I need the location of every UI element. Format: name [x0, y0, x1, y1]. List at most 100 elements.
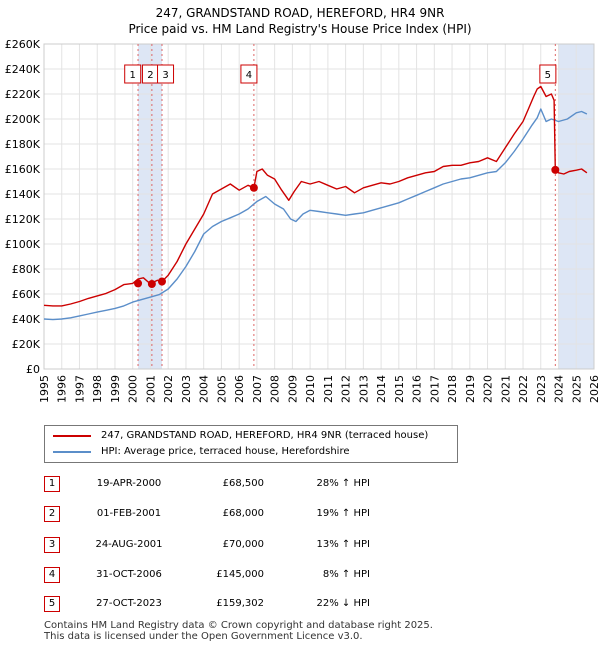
transaction-marker-box [240, 64, 258, 84]
y-tick-label: £80K [12, 263, 41, 276]
transaction-date: 27-OCT-2023 [96, 598, 162, 609]
x-tick-label: 1995 [38, 375, 51, 403]
chart-subtitle: Price paid vs. HM Land Registry's House … [128, 22, 472, 36]
x-tick-label: 2004 [198, 375, 211, 403]
transaction-number: 2 [44, 506, 60, 522]
x-tick-label: 1998 [91, 375, 104, 403]
y-tick-label: £40K [12, 313, 41, 326]
y-tick-label: £200K [5, 113, 41, 126]
y-tick-label: £140K [5, 188, 41, 201]
x-tick-label: 2016 [411, 375, 424, 403]
x-tick-label: 2005 [215, 375, 228, 403]
hpi-series-line [43, 108, 588, 321]
transaction-marker-label: 2 [147, 70, 153, 81]
y-tick-label: £20K [12, 338, 41, 351]
y-tick-label: £100K [5, 238, 41, 251]
table-row: 2 01-FEB-2001 £68,000 19% ↑ HPI [44, 506, 464, 522]
x-tick-label: 2008 [269, 375, 282, 403]
x-tick-label: 1996 [56, 375, 69, 403]
x-tick-label: 1999 [109, 375, 122, 403]
y-tick-label: £0 [26, 363, 40, 376]
transaction-marker-label: 5 [545, 70, 551, 81]
transaction-price: £68,000 [222, 508, 264, 519]
x-tick-label: 2023 [535, 375, 548, 403]
x-tick-label: 2012 [340, 375, 353, 403]
x-tick-label: 2026 [588, 375, 600, 403]
transaction-hpi: 13% ↑ HPI [316, 539, 370, 550]
transaction-point [551, 165, 560, 174]
legend-label-property: 247, GRANDSTAND ROAD, HEREFORD, HR4 9NR … [101, 430, 429, 441]
y-tick-label: £260K [5, 38, 41, 51]
y-tick-label: £220K [5, 88, 41, 101]
transaction-price: £145,000 [216, 569, 264, 580]
y-tick-label: £180K [5, 138, 41, 151]
attribution-line-1: Contains HM Land Registry data © Crown c… [44, 620, 433, 631]
transaction-marker-label: 4 [246, 70, 252, 81]
x-tick-label: 2011 [322, 375, 335, 403]
x-tick-label: 2014 [375, 375, 388, 403]
transaction-hpi: 19% ↑ HPI [316, 508, 370, 519]
transaction-date: 31-OCT-2006 [96, 569, 162, 580]
legend-swatch-property [53, 435, 91, 437]
x-tick-label: 2021 [499, 375, 512, 403]
plot-border [43, 43, 595, 370]
transaction-marker-box [157, 64, 175, 84]
transaction-marker-label: 1 [130, 70, 136, 81]
x-tick-label: 2024 [553, 375, 566, 403]
x-tick-label: 2017 [428, 375, 441, 403]
property-series-line [43, 85, 588, 307]
transaction-date: 01-FEB-2001 [96, 508, 162, 519]
x-tick-label: 2018 [446, 375, 459, 403]
x-tick-label: 2022 [517, 375, 530, 403]
transaction-hpi: 28% ↑ HPI [316, 478, 370, 489]
x-tick-label: 2013 [357, 375, 370, 403]
transaction-number: 5 [44, 596, 60, 612]
transaction-date: 24-AUG-2001 [95, 539, 163, 550]
table-row: 3 24-AUG-2001 £70,000 13% ↑ HPI [44, 537, 464, 553]
transaction-number: 3 [44, 537, 60, 553]
transaction-price: £70,000 [222, 539, 264, 550]
table-row: 1 19-APR-2000 £68,500 28% ↑ HPI [44, 476, 464, 492]
chart-title: 247, GRANDSTAND ROAD, HEREFORD, HR4 9NR [155, 6, 445, 20]
x-tick-label: 2025 [570, 375, 583, 403]
transaction-marker-box [539, 64, 557, 84]
x-tick-label: 2010 [304, 375, 317, 403]
transaction-marker-label: 3 [162, 70, 168, 81]
x-tick-label: 2020 [482, 375, 495, 403]
y-tick-label: £120K [5, 213, 41, 226]
transaction-price: £159,302 [216, 598, 264, 609]
x-tick-label: 2007 [251, 375, 264, 403]
table-row: 4 31-OCT-2006 £145,000 8% ↑ HPI [44, 567, 464, 583]
transaction-date: 19-APR-2000 [96, 478, 162, 489]
transaction-marker-box [124, 64, 142, 84]
x-tick-label: 2019 [464, 375, 477, 403]
transaction-point [157, 277, 166, 286]
y-tick-label: £240K [5, 63, 41, 76]
attribution-line-2: This data is licensed under the Open Gov… [44, 631, 363, 642]
transaction-point [134, 279, 143, 288]
table-row: 5 27-OCT-2023 £159,302 22% ↓ HPI [44, 596, 464, 612]
legend-swatch-hpi [53, 451, 91, 453]
x-tick-label: 1997 [73, 375, 86, 403]
price-chart: £0 £20K £40K £60K £80K £100K £120K £140K £160K £1… [5, 38, 600, 403]
x-tick-label: 2003 [180, 375, 193, 403]
x-tick-label: 2009 [286, 375, 299, 403]
attribution-footer: Contains HM Land Registry data © Crown c… [44, 620, 433, 642]
transaction-hpi: 22% ↓ HPI [316, 598, 370, 609]
transaction-hpi: 8% ↑ HPI [322, 569, 370, 580]
x-tick-label: 2006 [233, 375, 246, 403]
x-tick-label: 2001 [144, 375, 157, 403]
transaction-number: 1 [44, 476, 60, 492]
plot-area [44, 44, 594, 369]
transaction-point [147, 280, 156, 288]
legend-label-hpi: HPI: Average price, terraced house, Here… [101, 446, 350, 457]
transaction-point [249, 183, 258, 192]
y-tick-label: £160K [5, 163, 41, 176]
x-tick-label: 2002 [162, 375, 175, 403]
x-tick-label: 2015 [393, 375, 406, 403]
transaction-number: 4 [44, 567, 60, 583]
x-tick-label: 2000 [127, 375, 140, 403]
y-tick-label: £60K [12, 288, 41, 301]
transaction-price: £68,500 [222, 478, 264, 489]
chart-legend: 247, GRANDSTAND ROAD, HEREFORD, HR4 9NR … [44, 425, 458, 463]
